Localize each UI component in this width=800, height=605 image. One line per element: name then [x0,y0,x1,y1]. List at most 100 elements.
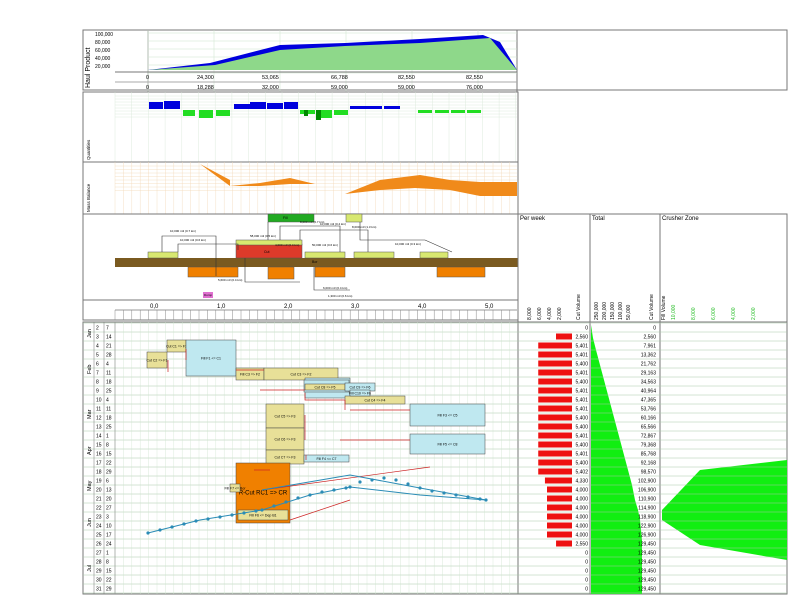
total-cumulative-area [591,325,642,594]
task-label: Fill F4 <= C7 [316,457,336,461]
row-index: 27 [96,551,102,557]
per-week-bar [544,477,572,484]
row-index: 30 [96,578,102,584]
per-week-bar [547,504,572,511]
total-value: 122,900 [638,524,656,530]
per-week-value: 0 [585,551,588,557]
per-week-value: 5,400 [575,362,588,368]
task-bar[interactable]: Cut C7 => F3 [265,449,305,465]
mass-diagram-labels: 10,000 m3 (0.7 km) 10,000 m3 (0.6 km) 8,00… [170,220,421,298]
task-label: Fill F1 <= C1 [201,357,221,361]
row-index: 26 [96,542,102,548]
row-index: 29 [96,569,102,575]
row-index: 8 [96,380,99,386]
mass-diagram-label: 4,000 m3 (0.4 km) [275,243,299,247]
row-index: 6 [96,362,99,368]
haul-value: 82,550 [466,75,483,81]
mass-diagram-label: 1,300 m3 (0.6 km) [328,294,352,298]
per-week-bar [538,369,572,376]
row-index: 5 [96,353,99,359]
distance-tick: 1,0 [217,304,226,310]
per-week-value: 4,000 [575,497,588,503]
task-bar[interactable]: Cut C4 => F4 [344,395,406,405]
total-value: 79,368 [641,443,657,449]
haul-ytick: 60,000 [95,48,111,54]
row-index: 14 [96,434,102,440]
total-value: 129,450 [638,542,656,548]
per-week-bar [538,432,572,439]
task-bar[interactable]: Fill F4 <= C7 [303,454,350,463]
haul-value: 66,788 [331,75,348,81]
haul-rate-point [158,528,162,532]
mass-diagram-label: 10,000 m3 (0.3 km) [395,242,421,246]
per-week-bar [538,450,572,457]
task-label: Cut C2 => F1 [146,359,167,363]
tag-cut: Cut [264,250,269,254]
total-value: 72,867 [641,434,657,440]
task-label: Cut C5 => F3 [274,415,295,419]
mass-diagram-label: 58,000 m3 (0.5 km) [250,234,276,238]
task-label: Cut C1 => F1 [166,345,187,349]
per-week-value: 5,400 [575,380,588,386]
haul-rate-point [272,504,276,508]
task-bar[interactable]: Cut C2 => F1 [146,351,168,369]
per-week-bar [538,360,572,367]
haul-rate-point [218,515,222,519]
crusher-tick: 10,000 [671,304,677,320]
total-value: 7,961 [643,344,656,350]
task-bar[interactable]: Fill F5 <= C8 [409,433,486,455]
task-bar[interactable]: Fill F3 <= C5 [409,403,486,427]
total-value: 65,566 [641,425,657,431]
row-day: 17 [106,533,112,539]
mass-diagram-label: 10,000 m3 (0.6 km) [180,238,206,242]
task-bar[interactable]: Cut C5 => F3 [265,403,305,429]
row-day: 22 [106,461,112,467]
haul-rate-point [430,489,434,493]
row-index: 11 [96,407,101,413]
haul-rate-point [206,517,210,521]
per-week-value: 5,401 [575,389,588,395]
task-bar[interactable]: Cut C3 => F2 [263,367,339,381]
total-tick: 250,000 [594,302,600,320]
haul-rate-point [296,496,300,500]
task-bar[interactable]: Fill F7 <= Bor [224,483,246,493]
dump-block [203,292,213,298]
row-day: 14 [106,335,112,341]
total-value: 2,560 [643,335,656,341]
row-day: 25 [106,389,112,395]
haul-rate-point [418,486,422,490]
fill-blocks [147,213,449,259]
per-week-bar [547,495,572,502]
crusher-fill-volume-label: Fill Volume [661,295,667,320]
total-value: 60,166 [641,416,657,422]
total-value: 21,762 [641,362,657,368]
task-bar[interactable]: Cut C6 => F3 [265,427,305,451]
haul-values-row-1: 0 24,300 53,065 66,788 82,550 82,550 [146,75,483,81]
row-day: 6 [106,479,109,485]
per-week-tick: 8,000 [527,307,533,320]
row-day: 27 [106,506,112,512]
haul-rate-point [442,491,446,495]
task-bar[interactable]: Fill F1 <= C1 [185,339,237,377]
task-label: Cut C9 => F6 [349,386,370,390]
mass-balance-area [148,164,517,196]
mass-balance-panel: Mass Balance [82,161,519,215]
haul-value: 0 [146,75,149,81]
row-index: 21 [96,497,102,503]
month-label: Feb [87,365,93,374]
task-label: Fill F3 <= C5 [437,414,457,418]
task-bar[interactable]: Cut C8 => F5 [304,383,346,391]
haul-value: 76,000 [466,85,483,91]
per-week-tick: 6,000 [537,307,543,320]
row-day: 15 [106,452,112,458]
task-bar[interactable]: Fill C10 => F6 [349,389,371,397]
per-week-value: 0 [585,326,588,332]
distance-axis: 0,0 1,0 2,0 3,0 4,0 5,0 [82,299,519,321]
quantity-dark-green-bars [304,110,321,120]
haul-rate-point [332,488,336,492]
per-week-bar [538,414,572,421]
task-bar[interactable]: Fill F6 <= Dep B1 [237,509,289,521]
task-bar[interactable]: Cut C1 => F1 [166,339,187,353]
row-day: 29 [106,470,112,476]
per-week-bars [538,333,572,547]
